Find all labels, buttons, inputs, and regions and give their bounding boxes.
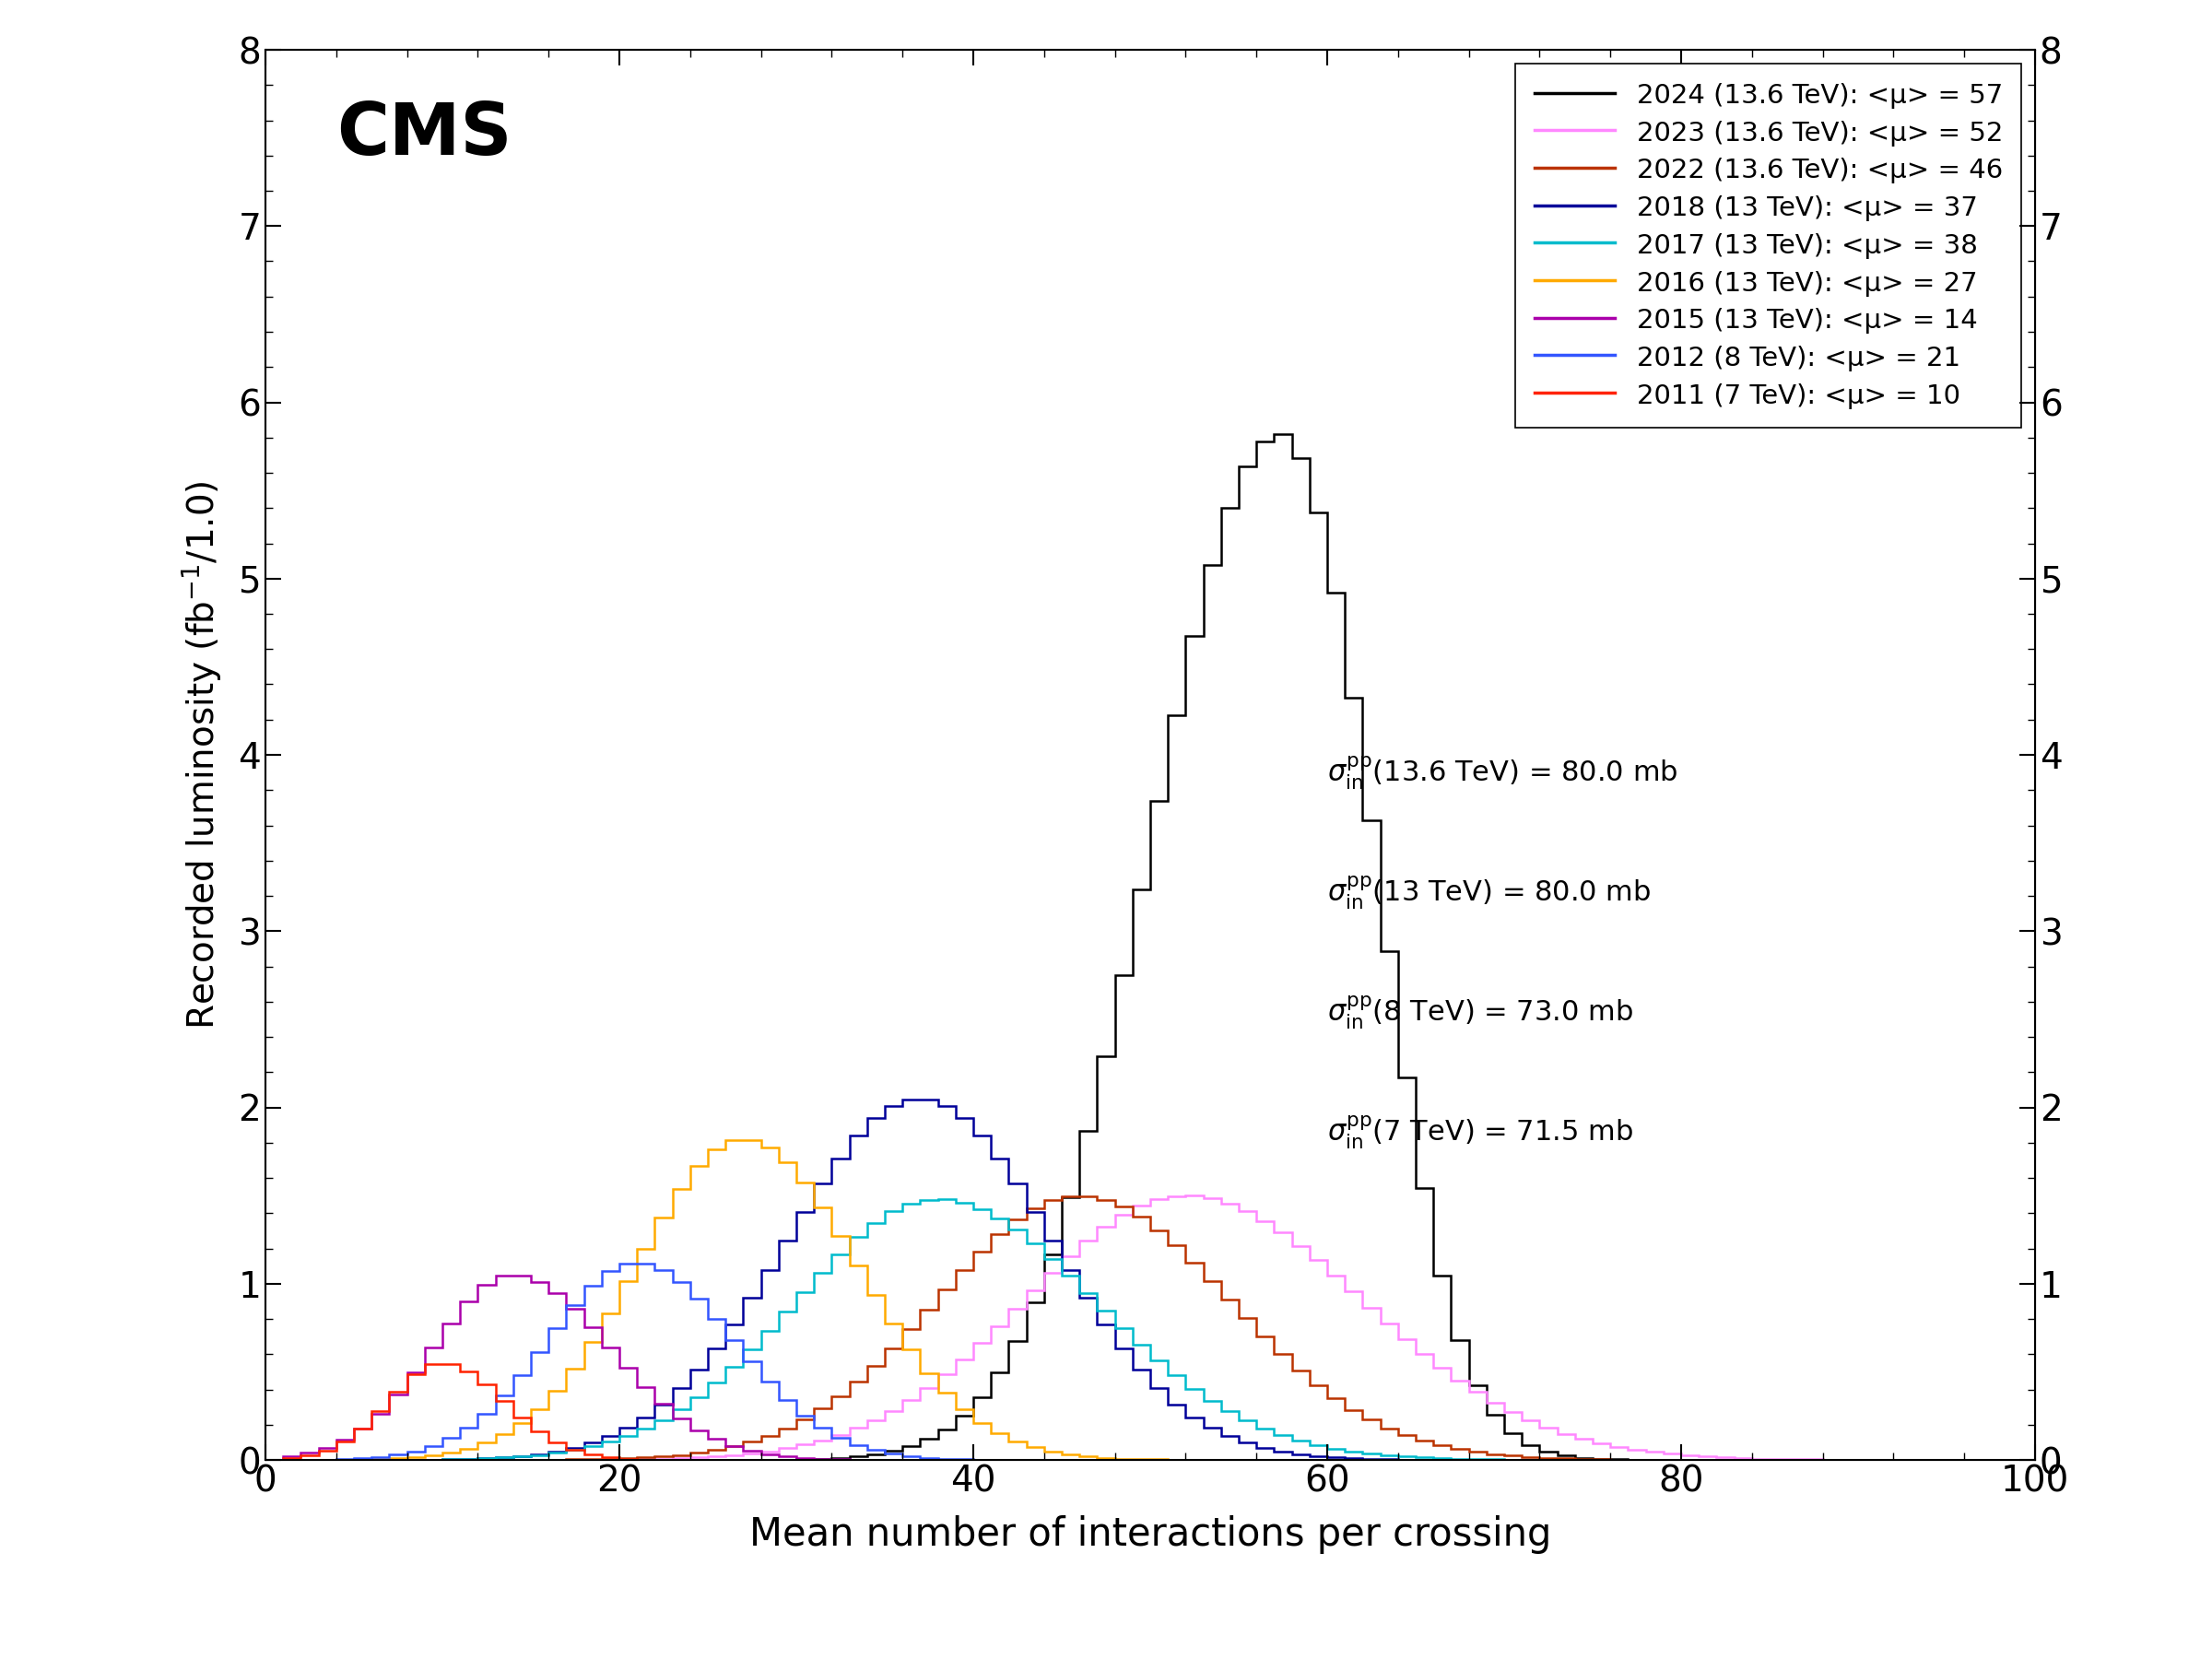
Y-axis label: Recorded luminosity (fb$^{-1}$/1.0): Recorded luminosity (fb$^{-1}$/1.0) bbox=[179, 481, 223, 1029]
Text: CMS: CMS bbox=[336, 100, 511, 169]
Legend: 2024 (13.6 TeV): <μ> = 57, 2023 (13.6 TeV): <μ> = 52, 2022 (13.6 TeV): <μ> = 46,: 2024 (13.6 TeV): <μ> = 57, 2023 (13.6 Te… bbox=[1515, 63, 2022, 428]
Text: $\sigma_{\rm in}^{\rm pp}$(13.6 TeV) = 80.0 mb: $\sigma_{\rm in}^{\rm pp}$(13.6 TeV) = 8… bbox=[1327, 755, 1679, 791]
X-axis label: Mean number of interactions per crossing: Mean number of interactions per crossing bbox=[750, 1515, 1551, 1553]
Text: $\sigma_{\rm in}^{\rm pp}$(13 TeV) = 80.0 mb: $\sigma_{\rm in}^{\rm pp}$(13 TeV) = 80.… bbox=[1327, 874, 1650, 912]
Text: $\sigma_{\rm in}^{\rm pp}$(8 TeV) = 73.0 mb: $\sigma_{\rm in}^{\rm pp}$(8 TeV) = 73.0… bbox=[1327, 995, 1632, 1032]
Text: $\sigma_{\rm in}^{\rm pp}$(7 TeV) = 71.5 mb: $\sigma_{\rm in}^{\rm pp}$(7 TeV) = 71.5… bbox=[1327, 1115, 1632, 1151]
